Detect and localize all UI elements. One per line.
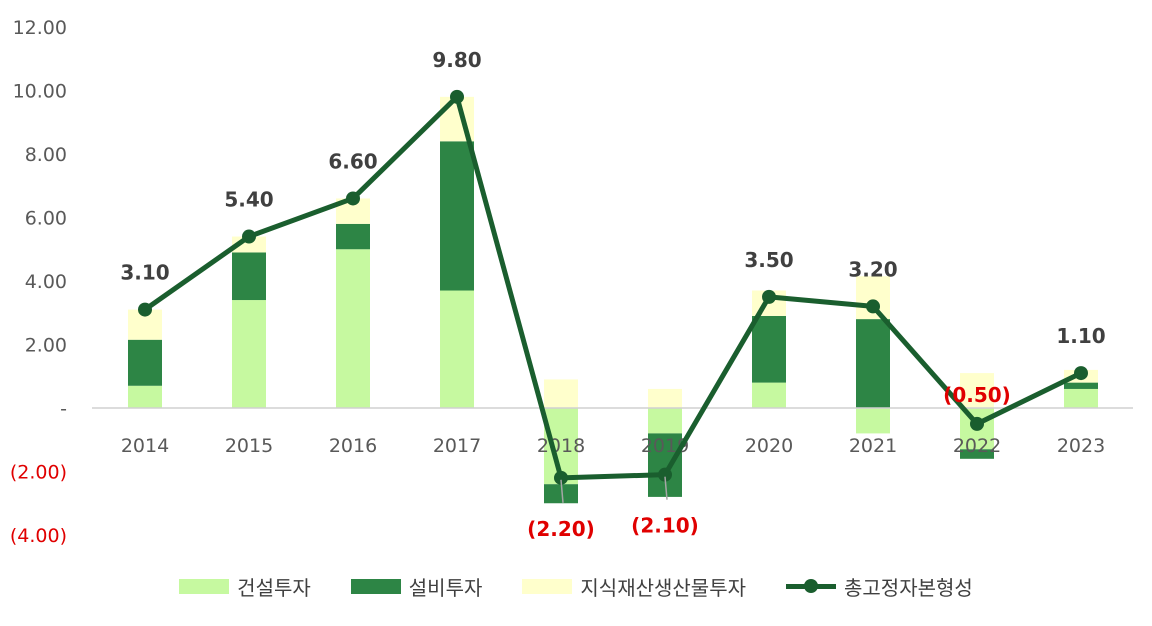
x-tick-label: 2015: [225, 435, 273, 457]
bar-segment: [856, 319, 890, 408]
data-label: (2.10): [631, 514, 699, 538]
line-point: [242, 229, 256, 244]
line-point: [346, 191, 360, 206]
y-tick-label: 4.00: [25, 271, 67, 293]
y-tick-label: 2.00: [25, 335, 67, 357]
data-label: (2.20): [527, 517, 595, 541]
bar-segment: [232, 300, 266, 408]
legend-item: 설비투자: [350, 572, 483, 601]
x-tick-label: 2020: [745, 435, 793, 457]
bar-segment: [128, 339, 162, 386]
legend-item: 지식재산생산물투자: [522, 572, 746, 601]
bar-segment: [440, 290, 474, 408]
line-point: [658, 467, 672, 482]
x-tick-label: 2023: [1057, 435, 1105, 457]
line-point: [138, 302, 152, 317]
bar-segment: [960, 373, 994, 408]
y-tick-label: 6.00: [25, 208, 67, 230]
line-point: [450, 89, 464, 104]
label-leader-line: [560, 479, 564, 503]
legend-label: 설비투자: [408, 576, 483, 600]
bar-segment: [336, 223, 370, 250]
data-label: 6.60: [328, 149, 377, 173]
y-tick-label: 10.00: [13, 81, 67, 103]
bar-segment: [648, 408, 682, 434]
x-tick-label: 2022: [953, 435, 1001, 457]
bar-segment: [128, 385, 162, 408]
data-label: 1.10: [1056, 324, 1105, 348]
legend-label: 지식재산생산물투자: [580, 576, 746, 600]
y-tick-label: (2.00): [10, 462, 67, 484]
bar-segment: [440, 141, 474, 291]
bar-segment: [960, 449, 994, 459]
legend: 건설투자 설비투자 지식재산생산물투자 총고정자본형성: [0, 572, 1152, 601]
y-tick-label: 8.00: [25, 144, 67, 166]
bar-segment: [1064, 382, 1098, 389]
bar-segment: [232, 252, 266, 301]
legend-label: 건설투자: [237, 576, 311, 600]
legend-swatch: [179, 579, 230, 594]
x-tick-label: 2016: [329, 435, 377, 457]
line-point: [762, 289, 776, 304]
legend-item: 총고정자본형성: [786, 572, 973, 601]
chart-plot: 12.00 10.00 8.00 6.00 4.00 2.00 - (2.00) (4.00) 2…: [10, 17, 1133, 547]
bar-segment: [752, 315, 786, 383]
y-tick-label: -: [60, 398, 67, 420]
y-tick-label: 12.00: [13, 17, 67, 39]
line-point: [1074, 366, 1088, 381]
legend-item: 건설투자: [179, 572, 311, 601]
legend-swatch: [350, 579, 401, 594]
legend-label: 총고정자본형성: [844, 576, 973, 600]
x-tick-label: 2018: [537, 435, 585, 457]
bar-segment: [856, 408, 890, 434]
x-tick-label: 2021: [849, 435, 897, 457]
y-tick-label: (4.00): [10, 525, 67, 547]
bar-segment: [336, 249, 370, 408]
x-tick-label: 2014: [121, 435, 169, 457]
legend-swatch: [786, 579, 836, 593]
label-leader-line: [664, 476, 668, 500]
data-label: 3.20: [848, 257, 897, 281]
bar-segment: [544, 379, 578, 408]
data-label: 5.40: [224, 188, 273, 212]
bar-segment: [544, 484, 578, 504]
bar-segment: [648, 433, 682, 497]
line-point: [866, 299, 880, 314]
data-label: 3.10: [120, 261, 169, 285]
data-label: 3.50: [744, 248, 793, 272]
total-line: [143, 94, 1083, 481]
x-tick-label: 2017: [433, 435, 481, 457]
legend-swatch: [522, 579, 573, 594]
bar-segment: [648, 388, 682, 408]
data-label: (0.50): [943, 383, 1011, 407]
line-point: [554, 470, 568, 485]
bar-segment: [752, 382, 786, 408]
bar-segment: [1064, 388, 1098, 408]
data-label: 9.80: [432, 48, 481, 72]
line-point: [970, 416, 984, 431]
